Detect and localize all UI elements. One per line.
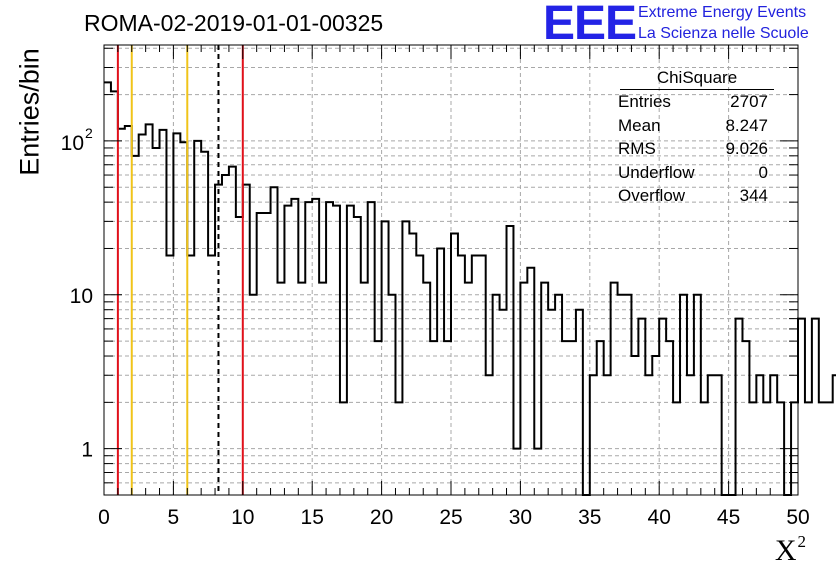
x-tick-labels: 0 5 10 15 20 25 30 35 40 45 50 <box>98 506 810 529</box>
eee-logo: EEE <box>543 0 637 50</box>
x-tick-label: 50 <box>786 506 809 529</box>
x-axis-title-exponent: 2 <box>797 532 807 551</box>
stats-label: RMS <box>618 139 656 158</box>
stats-row: Entries 2707 <box>612 90 776 114</box>
stats-title: ChiSquare <box>620 67 774 90</box>
x-tick-label: 25 <box>439 506 462 529</box>
stats-label: Entries <box>618 92 671 111</box>
y-axis-title: Entries/bin <box>14 48 45 176</box>
stats-value: 344 <box>739 186 768 205</box>
vertical-markers <box>116 45 244 495</box>
x-tick-label: 30 <box>509 506 532 529</box>
stats-row: Mean 8.247 <box>612 114 776 138</box>
x-tick-label: 40 <box>648 506 671 529</box>
x-tick-label: 5 <box>168 506 180 529</box>
y-tick-label: 1 <box>81 439 93 462</box>
run-title: ROMA-02-2019-01-01-00325 <box>84 10 384 36</box>
y-tick-label-exponent: 2 <box>85 125 93 141</box>
x-tick-label: 15 <box>301 506 324 529</box>
histogram-outline <box>104 81 836 496</box>
stats-value: 0 <box>758 162 768 182</box>
stats-label: Underflow <box>618 162 695 182</box>
x-tick-label: 45 <box>717 506 740 529</box>
stats-row: Underflow 0 <box>612 161 776 185</box>
x-tick-label: 20 <box>370 506 393 529</box>
x-tick-label: 0 <box>98 506 110 529</box>
stats-value: 9.026 <box>725 139 768 158</box>
stats-row: Overflow 344 <box>612 184 776 208</box>
stats-box: ChiSquare Entries 2707 Mean 8.247 RMS 9.… <box>612 67 776 208</box>
stats-label: Overflow <box>618 186 686 205</box>
stats-row: RMS 9.026 <box>612 137 776 161</box>
stats-label: Mean <box>618 115 661 135</box>
x-axis-title-symbol: X <box>774 534 797 567</box>
x-tick-label: 35 <box>578 506 601 529</box>
stats-value: 2707 <box>730 92 768 111</box>
y-tick-label: 10 <box>61 132 84 155</box>
logo-line-1: Extreme Energy Events <box>638 4 807 21</box>
y-tick-label: 10 <box>70 285 93 308</box>
x-axis-title: X2 <box>775 532 806 568</box>
axis-ticks <box>103 45 799 496</box>
x-tick-label: 10 <box>231 506 254 529</box>
stats-value: 8.247 <box>725 115 768 135</box>
logo-line-2: La Scienza nelle Scuole <box>638 25 809 42</box>
